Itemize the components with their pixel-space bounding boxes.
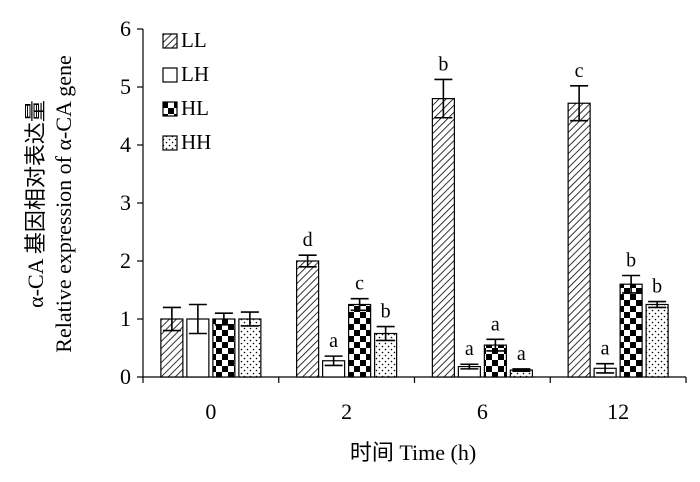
significance-label: c: [575, 60, 584, 82]
bar-ll: [567, 102, 591, 378]
y-tick-label: 1: [120, 306, 131, 331]
bar-hl: [212, 318, 236, 378]
legend-swatch-hh: [162, 135, 178, 151]
bar-ll: [296, 260, 320, 378]
x-tick-label: 6: [477, 399, 488, 424]
bars-group: [160, 97, 669, 378]
x-tick-label: 0: [205, 399, 216, 424]
y-tick-label: 6: [120, 16, 131, 41]
y-tick-label: 5: [120, 74, 131, 99]
bar-hh: [238, 318, 262, 378]
x-tick-label: 12: [607, 399, 629, 424]
legend-swatch-ll: [162, 33, 178, 49]
significance-label: a: [465, 338, 474, 360]
significance-label: b: [381, 301, 391, 323]
legend: LL LH HL HH: [162, 28, 211, 154]
legend-label-hh: HH: [181, 130, 211, 154]
legend-label-hl: HL: [181, 96, 209, 120]
x-tick-label: 2: [341, 399, 352, 424]
significance-label: a: [517, 343, 526, 365]
x-axis-title: 时间 Time (h): [350, 440, 476, 465]
y-tick-label: 2: [120, 248, 131, 273]
significance-label: a: [491, 313, 500, 335]
bar-ll: [431, 97, 455, 378]
significance-label: b: [626, 250, 636, 272]
y-tick-label: 0: [120, 364, 131, 389]
legend-label-ll: LL: [181, 28, 207, 52]
y-axis-title-english: Relative expression of α-CA gene: [51, 55, 76, 352]
bar-hl: [619, 283, 643, 378]
significance-label: a: [601, 338, 610, 360]
legend-swatch-hl: [162, 101, 178, 117]
bar-hh: [645, 303, 669, 378]
y-tick-label: 4: [120, 132, 131, 157]
legend-swatch-lh: [162, 67, 178, 83]
significance-label: a: [329, 330, 338, 352]
y-tick-label: 3: [120, 190, 131, 215]
significance-label: b: [652, 276, 662, 298]
bar-hl: [348, 303, 372, 378]
y-axis-title-chinese: α-CA 基因相对表达量: [23, 100, 48, 308]
significance-label: c: [355, 273, 364, 295]
error-bars-group: [162, 78, 667, 374]
significance-label: b: [438, 53, 448, 75]
legend-label-lh: LH: [181, 62, 209, 86]
significance-label: d: [303, 229, 313, 251]
